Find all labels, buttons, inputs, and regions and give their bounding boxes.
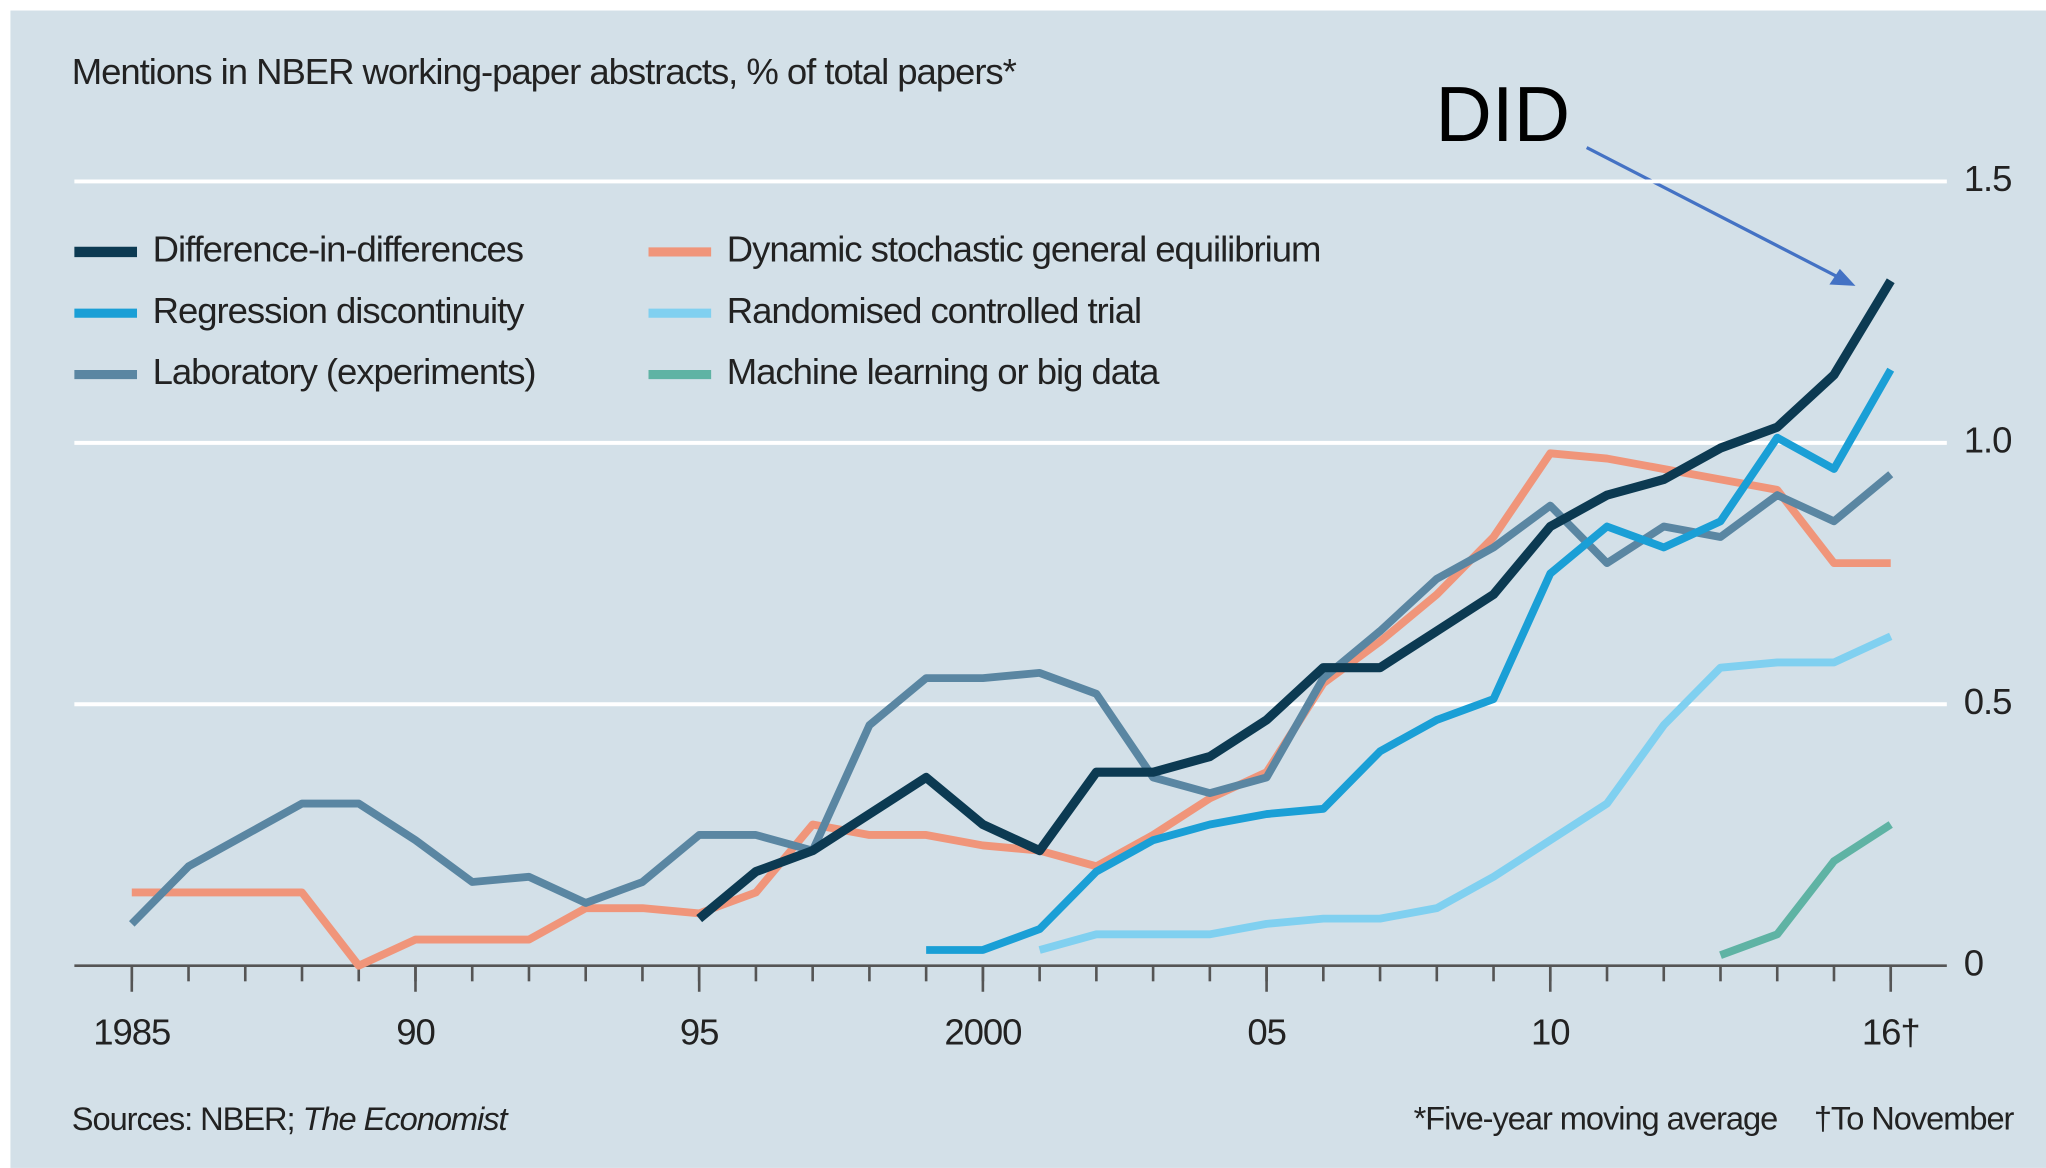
x-tick-label: 10 bbox=[1531, 1011, 1570, 1052]
x-tick-label: 90 bbox=[396, 1011, 435, 1052]
x-tick-label: 05 bbox=[1247, 1011, 1286, 1052]
legend-label: Randomised controlled trial bbox=[727, 290, 1141, 331]
legend-label: Regression discontinuity bbox=[153, 290, 526, 331]
series-line bbox=[131, 449, 1891, 970]
y-tick-label: 1.5 bbox=[1964, 158, 2012, 199]
annotation-arrow bbox=[1585, 146, 1844, 281]
source-text: Sources: NBER; bbox=[72, 1100, 295, 1137]
y-tick-label: 0.5 bbox=[1964, 681, 2012, 722]
x-tick-label: 1985 bbox=[93, 1011, 170, 1052]
footnote: †To November bbox=[1814, 1100, 2015, 1137]
y-tick-label: 1.0 bbox=[1964, 420, 2012, 461]
source-italic: The Economist bbox=[303, 1100, 510, 1137]
chart-subtitle: Mentions in NBER working-paper abstracts… bbox=[72, 51, 1017, 92]
chart-background bbox=[10, 10, 2046, 1168]
series-line bbox=[1038, 632, 1893, 954]
x-tick-label: 2000 bbox=[944, 1011, 1021, 1052]
footnote: *Five-year moving average bbox=[1414, 1100, 1778, 1137]
source: Sources: NBER; The Economist bbox=[72, 1100, 510, 1137]
legend-label: Laboratory (experiments) bbox=[153, 351, 536, 392]
x-tick-label: 16† bbox=[1862, 1011, 1920, 1052]
series-line bbox=[696, 278, 1895, 923]
legend-label: Difference-in-differences bbox=[153, 229, 523, 270]
legend-label: Dynamic stochastic general equilibrium bbox=[727, 229, 1321, 270]
annotation: DID bbox=[1435, 70, 1570, 158]
annotation-arrowhead bbox=[1829, 268, 1856, 286]
x-tick-label: 95 bbox=[680, 1011, 719, 1052]
series-line bbox=[926, 367, 1895, 954]
y-tick-label: 0 bbox=[1964, 942, 1983, 983]
series-line bbox=[129, 471, 1894, 927]
series-line bbox=[1719, 821, 1893, 959]
legend-label: Machine learning or big data bbox=[727, 351, 1160, 392]
